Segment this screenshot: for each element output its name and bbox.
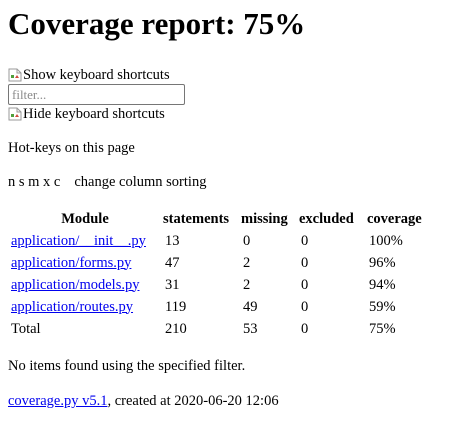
table-row: application/__init__.py 13 0 0 100% — [8, 230, 430, 252]
table-row: application/models.py 31 2 0 94% — [8, 274, 430, 296]
module-link[interactable]: application/forms.py — [11, 254, 132, 271]
table-row: application/routes.py 119 49 0 59% — [8, 296, 430, 318]
column-header-missing[interactable]: missing — [241, 210, 288, 227]
hotkeys-row: n s m x c change column sorting — [8, 174, 206, 191]
footer-created-text: , created at 2020-06-20 12:06 — [107, 393, 279, 409]
module-link[interactable]: application/__init__.py — [11, 232, 146, 249]
statements-cell: 13 — [165, 232, 180, 249]
total-coverage: 75% — [369, 320, 396, 337]
missing-cell: 49 — [243, 298, 258, 315]
statements-cell: 47 — [165, 254, 180, 271]
coverage-cell: 94% — [369, 276, 396, 293]
excluded-cell: 0 — [301, 276, 309, 293]
table-total-row: Total 210 53 0 75% — [8, 318, 430, 340]
module-cell: application/routes.py — [8, 296, 162, 318]
page-title: Coverage report: 75% — [8, 6, 306, 41]
column-header-statements[interactable]: statements — [163, 210, 230, 227]
module-cell: application/forms.py — [8, 252, 162, 274]
total-statements: 210 — [165, 320, 187, 337]
excluded-cell: 0 — [301, 254, 309, 271]
total-label: Total — [11, 320, 41, 337]
coverage-table: Module statements missing excluded cover… — [8, 208, 430, 340]
coverage-cell: 59% — [369, 298, 396, 315]
missing-cell: 0 — [243, 232, 251, 249]
show-keyboard-shortcuts-label: Show keyboard shortcuts — [23, 67, 170, 83]
missing-cell: 2 — [243, 276, 251, 293]
broken-image-icon — [8, 107, 22, 121]
hotkeys-heading: Hot-keys on this page — [8, 140, 135, 156]
coverage-cell: 100% — [369, 232, 403, 249]
no-match-message: No items found using the specified filte… — [8, 358, 246, 374]
show-keyboard-shortcuts-button[interactable]: Show keyboard shortcuts — [8, 67, 170, 83]
statements-cell: 31 — [165, 276, 180, 293]
module-cell: application/models.py — [8, 274, 162, 296]
coverage-cell: 96% — [369, 254, 396, 271]
hotkeys-keys: n s m x c — [8, 174, 61, 190]
table-row: application/forms.py 47 2 0 96% — [8, 252, 430, 274]
excluded-cell: 0 — [301, 298, 309, 315]
module-link[interactable]: application/models.py — [11, 276, 140, 293]
filter-input[interactable] — [8, 84, 185, 105]
column-header-excluded[interactable]: excluded — [299, 210, 354, 227]
hide-keyboard-shortcuts-label: Hide keyboard shortcuts — [23, 106, 165, 122]
module-cell: application/__init__.py — [8, 230, 162, 252]
statements-cell: 119 — [165, 298, 187, 315]
column-header-module[interactable]: Module — [61, 210, 109, 227]
total-excluded: 0 — [301, 320, 309, 337]
hide-keyboard-shortcuts-button[interactable]: Hide keyboard shortcuts — [8, 106, 165, 122]
hotkeys-description: change column sorting — [74, 174, 207, 190]
excluded-cell: 0 — [301, 232, 309, 249]
coverage-py-link[interactable]: coverage.py v5.1 — [8, 393, 108, 409]
column-header-coverage[interactable]: coverage — [367, 210, 422, 227]
total-missing: 53 — [243, 320, 258, 337]
table-header-row: Module statements missing excluded cover… — [8, 208, 430, 230]
module-link[interactable]: application/routes.py — [11, 298, 134, 315]
broken-image-icon — [8, 68, 22, 82]
footer: coverage.py v5.1, created at 2020-06-20 … — [8, 393, 279, 410]
missing-cell: 2 — [243, 254, 251, 271]
